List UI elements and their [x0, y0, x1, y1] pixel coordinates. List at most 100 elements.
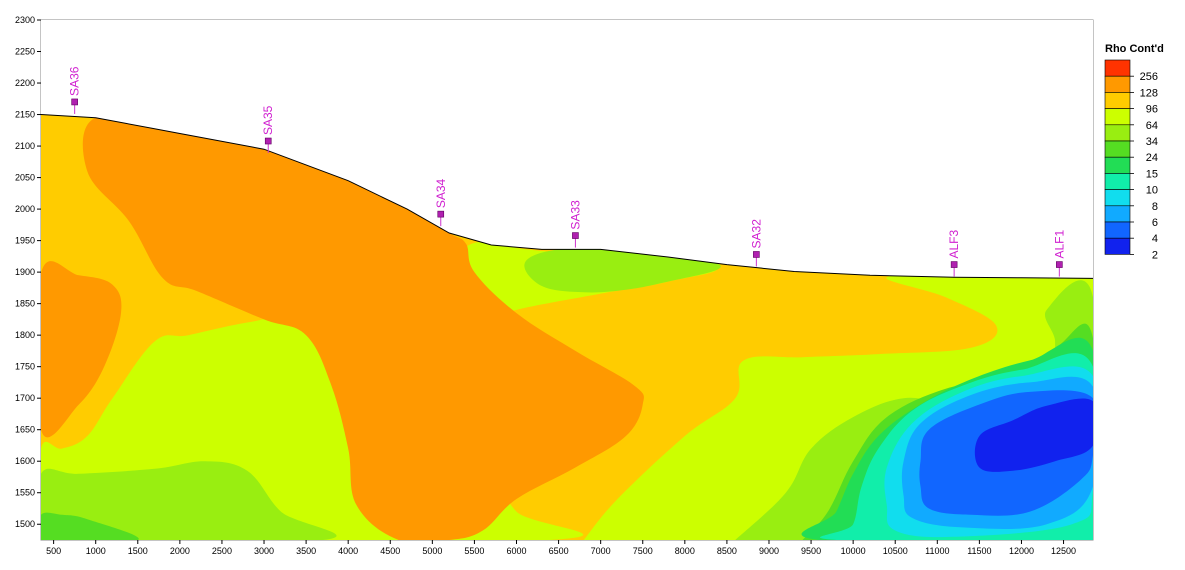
legend-label: 15: [1146, 168, 1158, 180]
legend-swatch: [1104, 173, 1131, 190]
legend-label: 64: [1146, 120, 1158, 132]
station-sa36: SA36: [68, 66, 82, 114]
x-tick-label: 10500: [883, 546, 908, 556]
legend-label: 34: [1146, 136, 1158, 148]
y-tick-label: 2250: [15, 47, 35, 57]
legend-swatch: [1104, 156, 1131, 174]
legend-label: 24: [1146, 152, 1158, 164]
contour-region-128: [41, 261, 122, 438]
y-tick-label: 2300: [15, 15, 35, 25]
y-tick-label: 1950: [15, 236, 35, 246]
x-tick-label: 5000: [422, 546, 442, 556]
y-tick-label: 1600: [15, 456, 35, 466]
station-sa34: SA34: [434, 178, 448, 227]
legend-swatch: [1104, 140, 1131, 158]
station-marker: [437, 210, 445, 218]
x-tick-label: 2500: [212, 546, 232, 556]
y-tick-label: 2000: [15, 204, 35, 214]
y-tick-label: 1650: [15, 425, 35, 435]
station-marker: [264, 137, 272, 145]
legend-label: 10: [1146, 185, 1158, 197]
y-tick-label: 1500: [15, 519, 35, 529]
x-tick-label: 8500: [717, 546, 737, 556]
legend-label: 256: [1140, 71, 1158, 83]
station-label: ALF3: [947, 230, 961, 259]
station-label: ALF1: [1052, 230, 1066, 259]
x-tick-label: 7000: [591, 546, 611, 556]
station-label: SA35: [261, 105, 275, 135]
legend-title: Rho Cont'd: [1105, 43, 1164, 55]
legend-swatch: [1104, 189, 1131, 207]
x-tick-label: 9500: [801, 546, 821, 556]
station-sa35: SA35: [261, 105, 275, 154]
x-tick-label: 1500: [128, 546, 148, 556]
station-sa32: SA32: [749, 219, 763, 267]
x-tick-label: 1000: [86, 546, 106, 556]
station-marker: [753, 251, 760, 258]
y-axis: 1500 1550 1600 1650 1700 1750 1800 1850 1900 1950…: [15, 15, 41, 529]
x-tick-label: 3000: [254, 546, 274, 556]
x-axis: 500 1000 1500 2000 2500 3000 3500 4000 4500 5000 5…: [46, 540, 1076, 556]
legend-swatch: [1104, 205, 1131, 223]
legend-swatch: [1104, 108, 1131, 126]
x-tick-label: 4500: [380, 546, 400, 556]
station-sa33: SA33: [568, 200, 582, 248]
contour-region-24: [41, 512, 139, 540]
x-tick-label: 12500: [1051, 546, 1076, 556]
x-tick-label: 7500: [633, 546, 653, 556]
y-tick-label: 2200: [15, 78, 35, 88]
station-marker: [572, 232, 579, 239]
legend-label: 8: [1152, 201, 1158, 213]
legend-swatch: [1104, 124, 1131, 142]
x-tick-label: 9000: [759, 546, 779, 556]
legend-swatch: [1104, 221, 1131, 239]
legend-label: 128: [1140, 87, 1158, 99]
x-tick-label: 6000: [506, 546, 526, 556]
x-tick-label: 2000: [170, 546, 190, 556]
x-tick-label: 12000: [1009, 546, 1034, 556]
x-tick-label: 8000: [675, 546, 695, 556]
station-marker: [1056, 261, 1063, 268]
x-tick-label: 4000: [338, 546, 358, 556]
station-label: SA32: [749, 219, 763, 249]
y-tick-label: 1750: [15, 362, 35, 372]
station-marker: [71, 98, 78, 106]
station-alf1: ALF1: [1052, 230, 1066, 277]
legend-label: 6: [1152, 217, 1158, 229]
legend-swatch: [1104, 92, 1131, 109]
legend-label: 4: [1152, 233, 1158, 245]
x-tick-label: 10000: [841, 546, 866, 556]
contour-region-34: [41, 461, 337, 540]
y-tick-label: 2100: [15, 141, 35, 151]
y-tick-label: 1900: [15, 267, 35, 277]
legend-swatch: [1104, 59, 1131, 77]
y-tick-label: 2150: [15, 110, 35, 120]
x-tick-label: 11500: [967, 546, 991, 556]
x-tick-label: 500: [46, 546, 61, 556]
legend-label: 2: [1152, 249, 1158, 261]
station-alf3: ALF3: [947, 230, 961, 277]
station-label: SA33: [568, 200, 582, 230]
y-tick-label: 1550: [15, 488, 35, 498]
contour-region-128: [82, 116, 644, 540]
station-markers: SA36 SA35 SA34 SA33 SA32 ALF3 ALF1: [68, 66, 1066, 277]
contour-region-2: [974, 398, 1093, 472]
x-tick-label: 5500: [464, 546, 484, 556]
legend-swatch: [1104, 75, 1131, 93]
topography-profile-line: [40, 114, 1094, 279]
y-tick-label: 1700: [15, 393, 35, 403]
legend-swatch: [1104, 237, 1131, 255]
y-tick-label: 2050: [15, 173, 35, 183]
x-tick-label: 3500: [296, 546, 316, 556]
station-marker: [950, 261, 958, 268]
x-tick-label: 11000: [925, 546, 949, 556]
station-label: SA36: [68, 66, 82, 96]
x-tick-label: 6500: [549, 546, 569, 556]
legend-label: 96: [1146, 104, 1158, 116]
above-ground-area: [41, 20, 1093, 279]
station-label: SA34: [434, 178, 448, 208]
y-tick-label: 1850: [15, 299, 35, 309]
y-tick-label: 1800: [15, 330, 35, 340]
